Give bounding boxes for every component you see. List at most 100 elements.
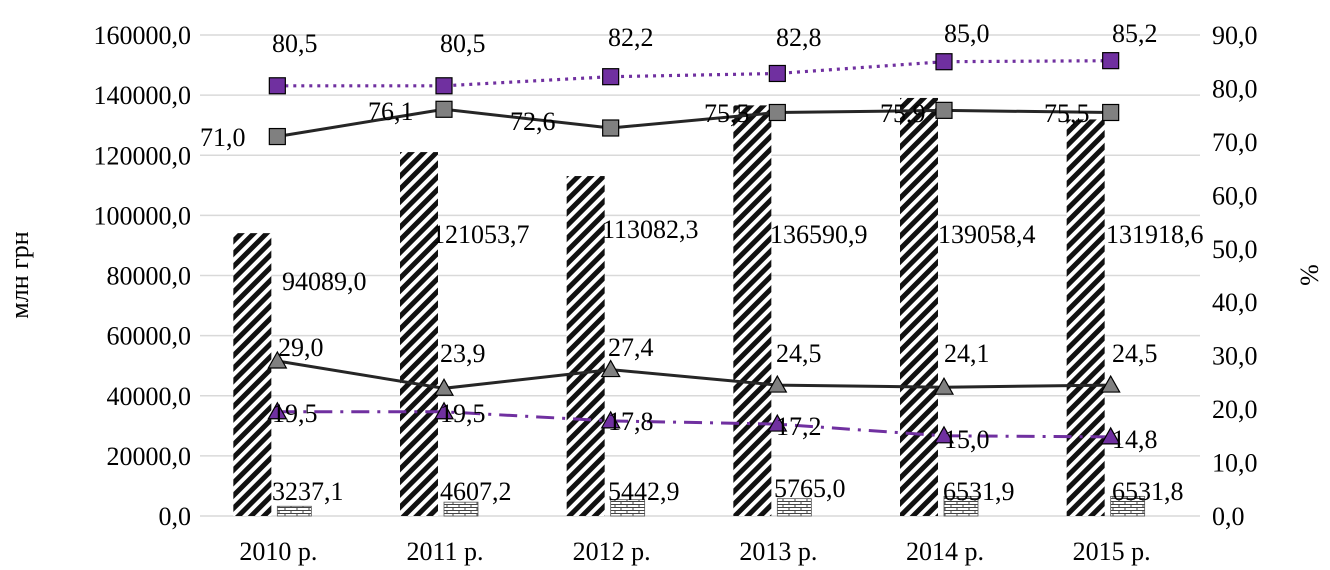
y-left-tick-label: 60000,0 — [107, 322, 192, 351]
line-0-value-label: 85,0 — [944, 19, 990, 48]
y-left-tick-label: 120000,0 — [94, 141, 192, 170]
line-3-value-label: 17,8 — [608, 407, 654, 436]
bar-layer — [233, 97, 1146, 517]
series-1-square-marker — [935, 101, 953, 119]
y-left-tick-label: 0,0 — [159, 502, 192, 531]
line-0-value-label: 85,2 — [1112, 19, 1158, 48]
series-0-square-marker — [435, 77, 453, 95]
gridlines — [200, 34, 1200, 517]
y-right-tick-label: 0,0 — [1212, 502, 1245, 531]
series-2-triangle-marker — [433, 378, 455, 396]
series-1-square-marker — [268, 127, 286, 146]
bar-hatched-value-label: 94089,0 — [282, 267, 367, 296]
series-3-triangle-marker — [933, 425, 955, 444]
series-0-square-marker — [602, 68, 620, 86]
y-left-tick-label: 140000,0 — [94, 81, 192, 110]
line-0-value-label: 82,8 — [776, 23, 822, 52]
line-3-value-label: 14,8 — [1112, 425, 1158, 454]
y-right-tick-label: 10,0 — [1212, 449, 1258, 478]
bar-hatched-value-label: 136590,9 — [770, 220, 868, 249]
bar-brick — [443, 501, 479, 517]
series-line-2 — [277, 359, 1111, 390]
line-1-value-label: 71,0 — [200, 123, 246, 152]
line-1-value-label: 75,5 — [1044, 99, 1090, 128]
series-1-square-marker — [435, 100, 453, 118]
series-2-triangle-marker — [1100, 374, 1121, 393]
y-right-tick-label: 30,0 — [1212, 342, 1258, 371]
y-right-tick-label: 50,0 — [1212, 235, 1258, 264]
y-left-tick-label: 100000,0 — [94, 201, 192, 230]
data-label-layer: 94089,0 121053,7 113082,3 136590,9 139058,4 1… — [200, 19, 1204, 506]
bar-hatched-value-label: 113082,3 — [602, 215, 699, 244]
series-3-triangle-marker — [267, 401, 288, 420]
axis-layer: 0,0 20000,0 40000,0 60000,0 80000,0 100000,0 1… — [5, 21, 1324, 566]
bar-brick — [943, 495, 979, 517]
y-left-tick-label: 80000,0 — [107, 262, 192, 291]
bar-brick-value-label: 6531,9 — [943, 477, 1015, 506]
line-0-value-label: 82,2 — [608, 23, 654, 52]
y-right-tick-label: 70,0 — [1212, 128, 1258, 157]
bar-brick-value-label: 6531,8 — [1112, 477, 1184, 506]
bar-brick — [776, 498, 812, 517]
series-0-square-marker — [935, 53, 953, 71]
bar-brick-value-label: 5442,9 — [608, 477, 680, 506]
series-2-triangle-marker — [933, 376, 955, 395]
y-right-tick-label: 80,0 — [1212, 74, 1258, 103]
y-right-tick-label: 90,0 — [1212, 21, 1258, 50]
x-tick-label: 2015 р. — [1073, 537, 1151, 566]
bar-hatched-value-label: 131918,6 — [1106, 220, 1204, 249]
series-3-triangle-marker — [600, 410, 621, 429]
line-2-value-label: 29,0 — [278, 333, 324, 362]
y-left-tick-label: 20000,0 — [107, 442, 192, 471]
bar-brick — [610, 499, 646, 517]
bar-hatched — [1066, 119, 1105, 516]
series-line-0 — [277, 59, 1111, 88]
series-0-square-marker — [768, 64, 786, 83]
bar-brick-value-label: 5765,0 — [774, 474, 846, 503]
series-1-square-marker — [768, 103, 786, 122]
line-3-value-label: 19,5 — [440, 399, 486, 428]
line-1-value-label: 75,5 — [704, 99, 750, 128]
series-1-square-marker — [1102, 103, 1120, 122]
x-tick-label: 2011 р. — [406, 537, 483, 566]
series-line-1 — [277, 107, 1111, 138]
line-3-value-label: 17,2 — [776, 412, 822, 441]
y-right-tick-label: 40,0 — [1212, 288, 1258, 317]
series-3-triangle-marker — [767, 413, 788, 432]
series-line-3 — [277, 410, 1111, 439]
bar-hatched — [900, 97, 938, 516]
y-left-tick-label: 160000,0 — [94, 21, 192, 50]
bar-brick-value-label: 4607,2 — [440, 477, 512, 506]
series-2-triangle-marker — [600, 359, 621, 378]
bar-brick — [1110, 495, 1146, 517]
line-1-value-label: 75,9 — [880, 99, 926, 128]
line-layer — [267, 52, 1121, 445]
y-right-tick-label: 60,0 — [1212, 181, 1258, 210]
series-0-square-marker — [1102, 52, 1120, 70]
line-2-value-label: 24,5 — [1112, 339, 1158, 368]
y-right-axis-title: % — [1295, 264, 1324, 286]
line-3-value-label: 19,5 — [272, 399, 318, 428]
bar-hatched — [233, 233, 272, 516]
series-2-triangle-marker — [767, 374, 788, 393]
line-2-value-label: 27,4 — [608, 333, 654, 362]
series-1-square-marker — [602, 119, 620, 137]
line-3-value-label: 15,0 — [944, 425, 990, 454]
x-tick-label: 2010 р. — [239, 537, 317, 566]
series-0-square-marker — [268, 77, 286, 95]
bar-hatched-value-label: 121053,7 — [432, 220, 530, 249]
series-3-triangle-marker — [433, 401, 455, 420]
x-tick-label: 2014 р. — [906, 537, 984, 566]
y-right-tick-label: 20,0 — [1212, 395, 1258, 424]
bar-hatched — [400, 152, 438, 516]
bar-hatched-value-label: 139058,4 — [938, 220, 1036, 249]
bar-brick-value-label: 3237,1 — [272, 477, 344, 506]
bar-brick — [276, 505, 312, 517]
y-left-tick-label: 40000,0 — [107, 382, 192, 411]
line-0-value-label: 80,5 — [272, 29, 318, 58]
line-2-value-label: 24,5 — [776, 339, 822, 368]
line-2-value-label: 24,1 — [944, 339, 990, 368]
line-2-value-label: 23,9 — [440, 339, 486, 368]
x-tick-label: 2012 р. — [573, 537, 651, 566]
